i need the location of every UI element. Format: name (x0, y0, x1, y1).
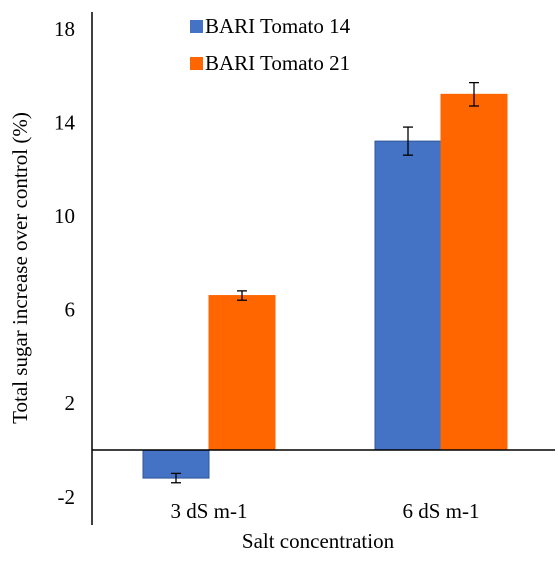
x-category-label: 6 dS m-1 (402, 499, 479, 523)
error-bars-layer (171, 81, 479, 484)
y-tick-label: -2 (58, 485, 76, 509)
x-category-label: 3 dS m-1 (170, 499, 247, 523)
error-bar-bari-tomato-14-3-ds-m-1 (171, 472, 181, 484)
legend-swatch-bari-tomato-14 (190, 20, 203, 33)
y-tick-label: 18 (54, 17, 75, 41)
legend-label-bari-tomato-14: BARI Tomato 14 (205, 14, 351, 38)
legend-swatch-bari-tomato-21 (190, 57, 203, 70)
bar-bari-tomato-14-6-ds-m-1 (374, 140, 442, 451)
bar-bari-tomato-21-6-ds-m-1 (440, 93, 508, 451)
legend-label-bari-tomato-21: BARI Tomato 21 (205, 51, 350, 75)
x-axis-title: Salt concentration (242, 529, 395, 553)
y-tick-label: 14 (54, 110, 76, 134)
y-tick-labels: 18 14 10 6 2 -2 (54, 17, 76, 509)
y-tick-label: 10 (54, 204, 75, 228)
error-bar-bari-tomato-21-3-ds-m-1 (237, 290, 247, 301)
legend: BARI Tomato 14 BARI Tomato 21 (190, 14, 351, 75)
x-category-labels: 3 dS m-1 6 dS m-1 (170, 499, 479, 523)
bars-layer (142, 93, 508, 479)
y-tick-label: 2 (65, 391, 76, 415)
bar-bari-tomato-21-3-ds-m-1 (208, 295, 276, 451)
error-bar-bari-tomato-14-6-ds-m-1 (403, 126, 413, 156)
error-bar-bari-tomato-21-6-ds-m-1 (469, 81, 479, 107)
y-tick-label: 6 (65, 298, 76, 322)
y-axis-title: Total sugar increase over control (%) (8, 112, 32, 424)
